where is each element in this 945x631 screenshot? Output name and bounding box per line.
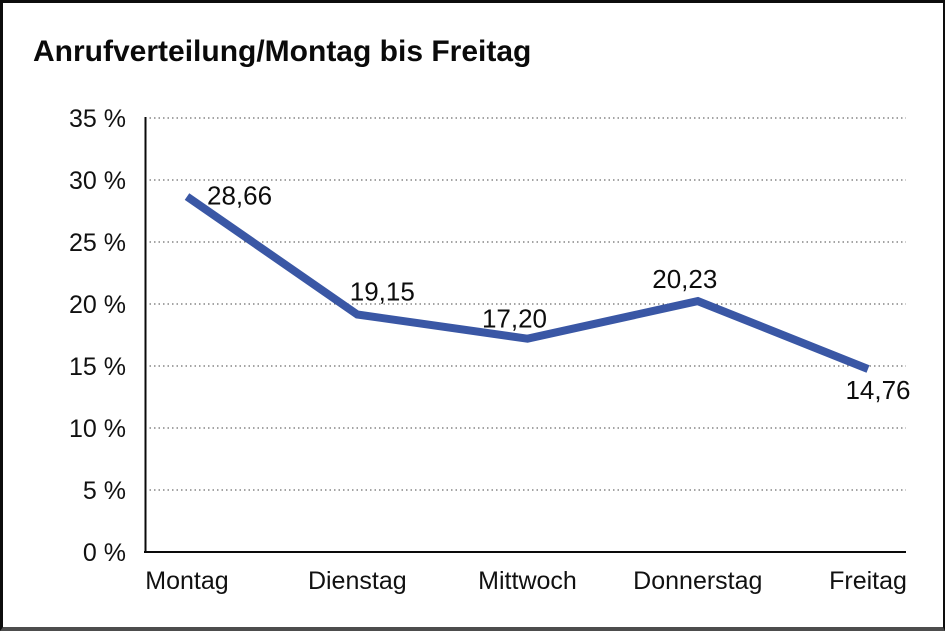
- gridlines: [145, 117, 906, 491]
- x-category-label: Donnerstag: [633, 567, 762, 595]
- data-label: 17,20: [482, 304, 547, 334]
- y-tick-label: 0 %: [83, 539, 126, 567]
- y-tick-label: 25 %: [69, 229, 126, 257]
- x-category-labels: Montag Dienstag Mittwoch Donnerstag Frei…: [145, 567, 907, 595]
- x-category-label: Dienstag: [308, 567, 407, 595]
- y-tick-label: 5 %: [83, 477, 126, 505]
- chart-title: Anrufverteilung/Montag bis Freitag: [33, 35, 531, 68]
- y-tick-label: 35 %: [69, 105, 126, 133]
- y-tick-label: 30 %: [69, 167, 126, 195]
- x-category-label: Freitag: [829, 567, 907, 595]
- data-labels: 28,66 19,15 17,20 20,23 14,76: [207, 181, 911, 405]
- y-tick-label: 20 %: [69, 291, 126, 319]
- data-label: 20,23: [652, 264, 717, 294]
- data-label: 14,76: [845, 375, 910, 405]
- x-category-label: Mittwoch: [478, 567, 577, 595]
- y-tick-label: 10 %: [69, 415, 126, 443]
- data-label: 28,66: [207, 181, 272, 211]
- series-line: [184, 193, 870, 373]
- data-label: 19,15: [350, 277, 415, 307]
- y-tick-label: 15 %: [69, 353, 126, 381]
- x-category-label: Montag: [145, 567, 228, 595]
- y-tick-labels: 0 % 5 % 10 % 15 % 20 % 25 % 30 % 35 %: [69, 105, 126, 567]
